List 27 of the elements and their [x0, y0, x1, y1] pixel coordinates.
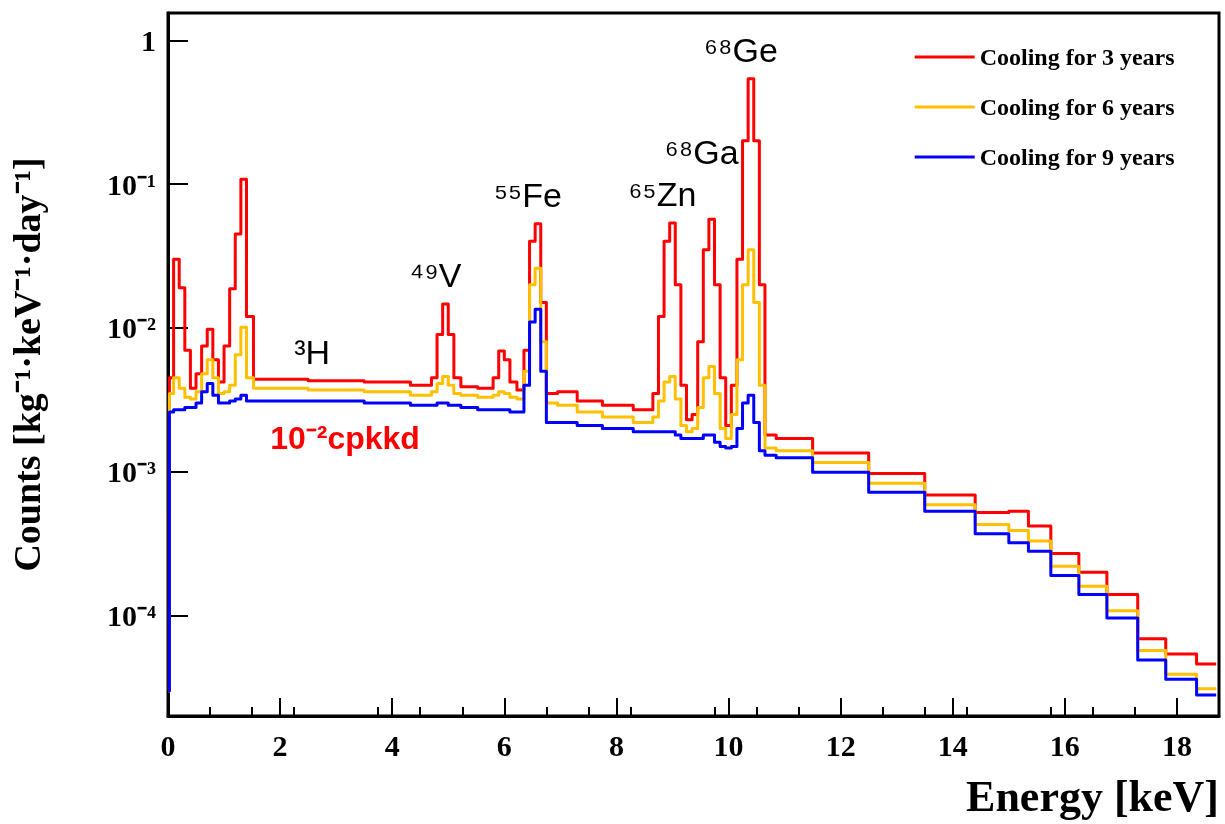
- y-tick-label: 1: [141, 23, 156, 57]
- y-tick-label: 10⁻⁴: [107, 599, 156, 632]
- legend-label: Cooling for 6 years: [979, 94, 1175, 120]
- annotation: ³H: [294, 332, 331, 371]
- x-tick-label: 18: [1161, 728, 1192, 762]
- annotation: ⁴⁹V: [409, 255, 462, 294]
- annotation: 10⁻²cpkkd: [270, 420, 420, 456]
- x-tick-label: 6: [496, 728, 512, 762]
- y-axis-title: Counts [kg⁻¹·keV⁻¹·day⁻¹]: [6, 157, 48, 572]
- legend-label: Cooling for 9 years: [979, 144, 1175, 170]
- x-tick-label: 8: [608, 728, 624, 762]
- y-tick-label: 10⁻²: [107, 311, 156, 345]
- x-tick-label: 14: [937, 728, 968, 762]
- y-tick-label: 10⁻³: [107, 455, 156, 489]
- annotation: ⁶⁵Zn: [628, 175, 697, 214]
- x-axis-title: Energy [keV]: [966, 771, 1219, 821]
- x-tick-label: 2: [272, 728, 288, 762]
- x-tick-label: 4: [384, 728, 400, 762]
- x-tick-label: 0: [160, 728, 176, 762]
- x-tick-label: 12: [825, 728, 856, 762]
- y-tick-label: 10⁻¹: [107, 167, 156, 201]
- legend-label: Cooling for 3 years: [979, 44, 1175, 70]
- x-tick-label: 16: [1049, 728, 1080, 762]
- annotation: ⁶⁸Ga: [664, 133, 739, 172]
- annotation: ⁵⁵Fe: [494, 175, 562, 214]
- x-tick-label: 10: [713, 728, 744, 762]
- annotation: ⁶⁸Ge: [704, 30, 778, 69]
